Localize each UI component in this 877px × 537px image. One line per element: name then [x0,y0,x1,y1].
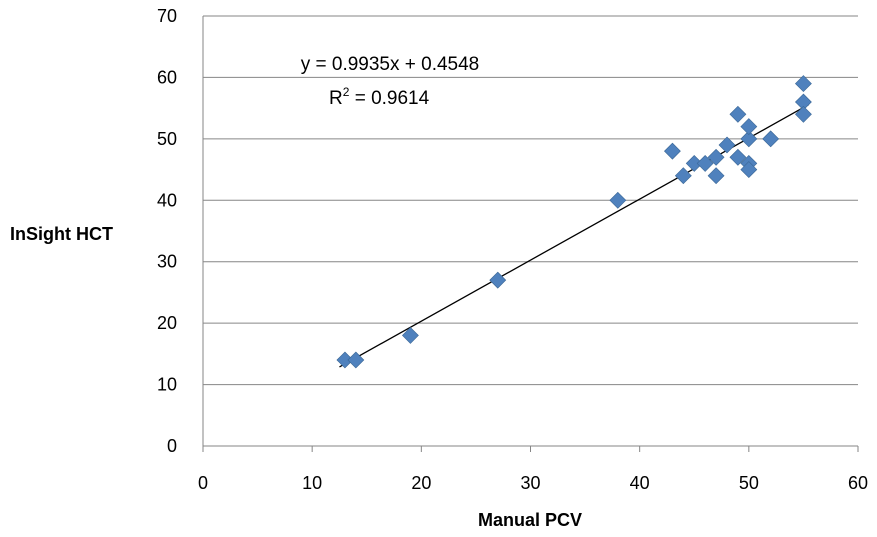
r-squared-label: R2 = 0.9614 [329,85,430,109]
data-points [336,75,812,369]
data-point [740,161,758,178]
data-point [347,351,365,369]
data-point [663,142,681,160]
r-squared-superscript: 2 [343,85,350,99]
y-tick-labels: 0 10 20 30 40 50 60 70 [157,6,177,456]
y-tick-label: 0 [167,436,177,456]
y-tick-label: 30 [157,252,177,272]
x-tick-label: 20 [411,473,431,493]
data-point [740,118,758,135]
x-tick-label: 60 [848,473,868,493]
data-point [489,271,507,289]
data-point [609,191,627,209]
data-point [707,148,725,166]
y-tick-label: 40 [157,190,177,210]
data-point [696,155,714,172]
y-tick-label: 50 [157,129,177,149]
data-point [794,75,812,92]
y-tick-label: 70 [157,6,177,26]
y-axis-title: InSight HCT [10,224,113,244]
y-tick-label: 60 [157,67,177,87]
r-squared-value: = 0.9614 [349,88,429,109]
x-axis-title: Manual PCV [478,510,582,530]
x-tick-label: 50 [739,473,759,493]
y-tick-label: 20 [157,313,177,333]
x-tick-label: 10 [302,473,322,493]
data-point [674,167,692,185]
data-point [762,130,780,148]
x-tick-labels: 0 10 20 30 40 50 60 [198,473,868,493]
data-point [729,105,747,123]
x-tick-label: 0 [198,473,208,493]
data-point [740,130,758,148]
data-point [794,105,812,123]
data-point [401,327,419,344]
x-tick-label: 40 [630,473,650,493]
gridlines [203,15,858,386]
y-tick-label: 10 [157,375,177,395]
axes [202,16,859,452]
data-point [729,148,747,166]
data-point [707,167,725,185]
r-squared-symbol: R [329,88,343,109]
trendline-equation: y = 0.9935x + 0.4548 [301,54,480,75]
x-tick-label: 30 [520,473,540,493]
data-point [718,136,736,154]
